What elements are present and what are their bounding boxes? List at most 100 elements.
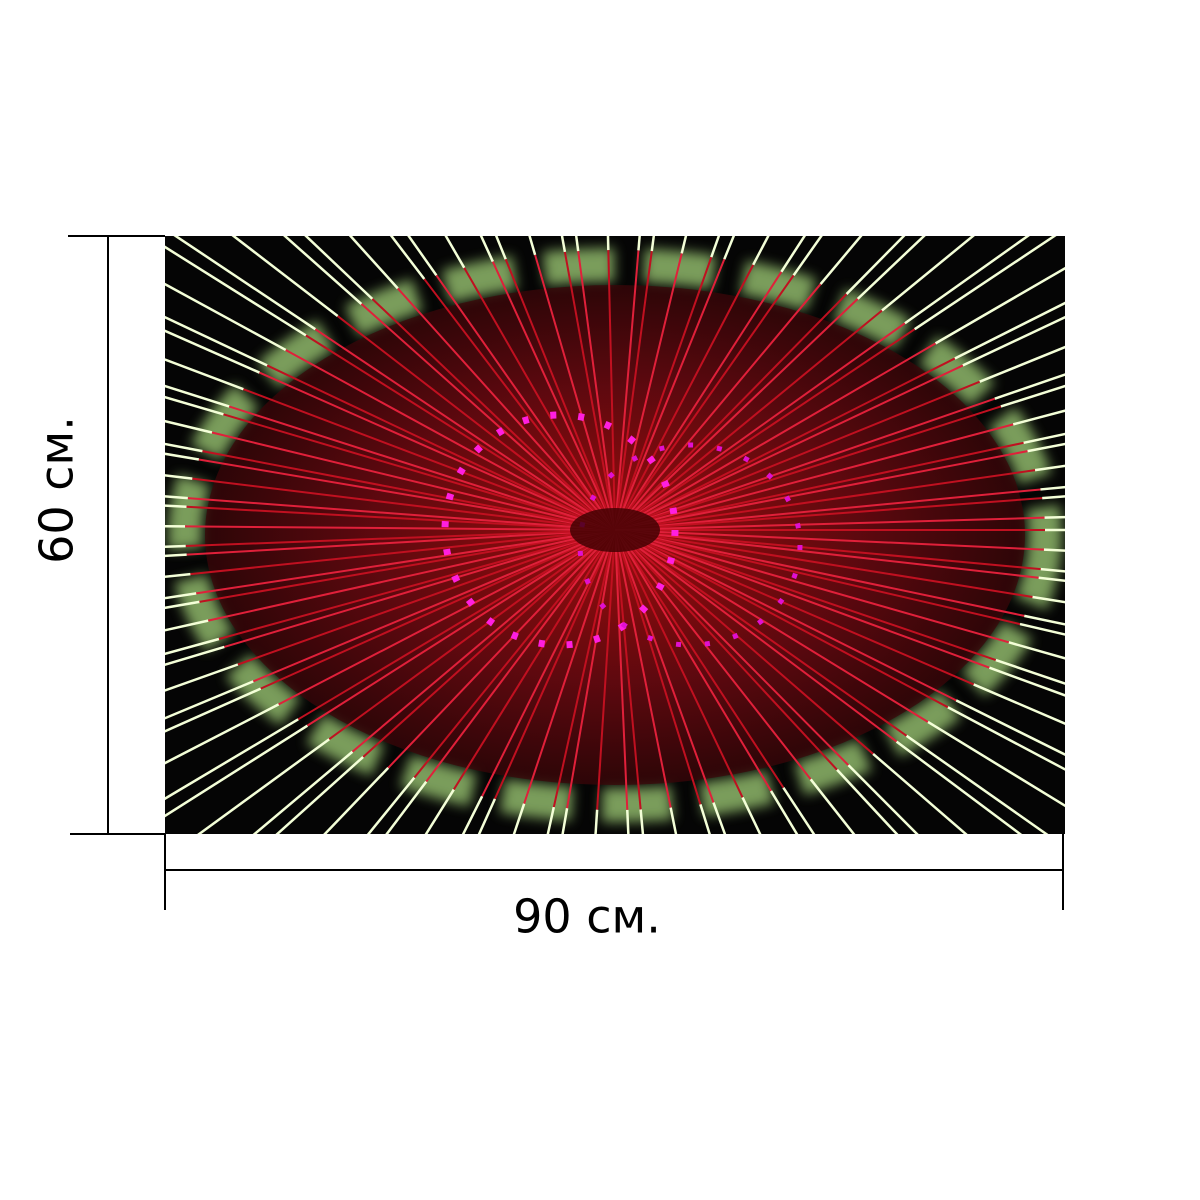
red-ray bbox=[423, 278, 616, 531]
red-ray bbox=[187, 497, 616, 531]
white-ray bbox=[165, 495, 188, 500]
white-ray bbox=[845, 236, 906, 295]
white-ray bbox=[366, 776, 416, 834]
red-ray bbox=[260, 529, 616, 690]
red-ray bbox=[425, 529, 616, 783]
white-ray bbox=[954, 301, 1065, 360]
white-ray bbox=[165, 724, 309, 818]
red-ray bbox=[614, 529, 1010, 644]
red-ray bbox=[493, 529, 616, 800]
red-ray bbox=[614, 529, 1025, 617]
red-ray bbox=[614, 529, 1021, 626]
red-ray bbox=[360, 303, 616, 531]
red-ray bbox=[614, 309, 883, 531]
red-ray bbox=[614, 529, 702, 805]
white-ray bbox=[895, 740, 1023, 834]
white-ray bbox=[650, 236, 656, 252]
red-ray bbox=[614, 322, 906, 531]
red-ray bbox=[614, 342, 937, 531]
height-label: 60 см. bbox=[30, 416, 84, 564]
red-ray bbox=[614, 264, 755, 531]
white-ray bbox=[995, 658, 1065, 685]
white-ray bbox=[819, 236, 863, 285]
white-ray bbox=[283, 236, 363, 305]
white-ray bbox=[1044, 515, 1065, 519]
red-ray bbox=[614, 488, 1041, 531]
white-ray bbox=[680, 236, 688, 254]
artwork bbox=[165, 236, 1065, 834]
red-ray bbox=[614, 357, 956, 531]
red-ray bbox=[614, 529, 1041, 571]
white-ray bbox=[913, 236, 1057, 331]
white-ray bbox=[165, 384, 230, 408]
red-ray bbox=[190, 529, 616, 576]
red-ray bbox=[614, 450, 1028, 531]
red-ray bbox=[218, 529, 616, 640]
red-ray bbox=[614, 397, 996, 531]
white-ray bbox=[994, 373, 1065, 400]
red-ray bbox=[563, 251, 616, 531]
white-ray bbox=[782, 786, 816, 834]
white-ray bbox=[275, 756, 364, 834]
white-ray bbox=[165, 544, 186, 549]
white-ray bbox=[712, 802, 727, 834]
red-ray bbox=[371, 298, 616, 531]
red-ray bbox=[566, 529, 616, 809]
red-ray bbox=[397, 287, 616, 531]
red-ray bbox=[614, 529, 975, 686]
red-ray bbox=[614, 293, 848, 531]
red-ray bbox=[305, 334, 616, 531]
white-ray bbox=[710, 236, 721, 258]
white-ray bbox=[407, 236, 438, 277]
red-ray bbox=[614, 250, 653, 531]
red-ray bbox=[596, 529, 616, 810]
white-ray bbox=[165, 663, 239, 692]
white-ray bbox=[637, 236, 641, 251]
red-ray bbox=[614, 529, 629, 810]
red-ray bbox=[614, 380, 981, 531]
white-ray bbox=[165, 504, 187, 509]
red-ray bbox=[614, 529, 874, 755]
red-ray bbox=[577, 250, 616, 531]
red-ray bbox=[614, 497, 1043, 531]
red-ray bbox=[243, 388, 616, 531]
red-ray bbox=[278, 529, 616, 706]
white-ray bbox=[904, 236, 1030, 325]
red-ray bbox=[614, 256, 713, 531]
white-ray bbox=[699, 804, 711, 834]
white-ray bbox=[165, 245, 307, 337]
rays bbox=[165, 236, 1065, 834]
white-ray bbox=[947, 706, 1065, 771]
red-ray bbox=[224, 529, 616, 648]
red-ray bbox=[202, 450, 616, 531]
red-ray bbox=[614, 529, 672, 808]
red-ray bbox=[614, 271, 783, 531]
white-ray bbox=[934, 266, 1065, 345]
white-ray bbox=[165, 315, 268, 367]
white-ray bbox=[962, 315, 1065, 367]
white-ray bbox=[165, 524, 186, 528]
center bbox=[570, 508, 660, 552]
red-ray bbox=[614, 364, 964, 531]
white-ray bbox=[165, 718, 299, 801]
red-ray bbox=[186, 529, 616, 556]
red-ray bbox=[614, 529, 715, 803]
white-ray bbox=[979, 345, 1065, 383]
red-ray bbox=[185, 525, 616, 531]
white-ray bbox=[856, 236, 926, 300]
red-ray bbox=[614, 529, 785, 789]
red-ray bbox=[614, 253, 683, 531]
red-ray bbox=[237, 529, 616, 666]
white-ray bbox=[494, 236, 507, 260]
red-ray bbox=[259, 371, 616, 531]
red-ray bbox=[223, 413, 616, 531]
white-ray bbox=[528, 236, 537, 256]
white-ray bbox=[385, 780, 428, 834]
red-ray bbox=[614, 283, 822, 531]
red-ray bbox=[614, 529, 744, 798]
white-ray bbox=[165, 680, 254, 720]
white-ray bbox=[165, 645, 225, 666]
white-ray bbox=[872, 752, 968, 834]
white-ray bbox=[792, 236, 823, 277]
